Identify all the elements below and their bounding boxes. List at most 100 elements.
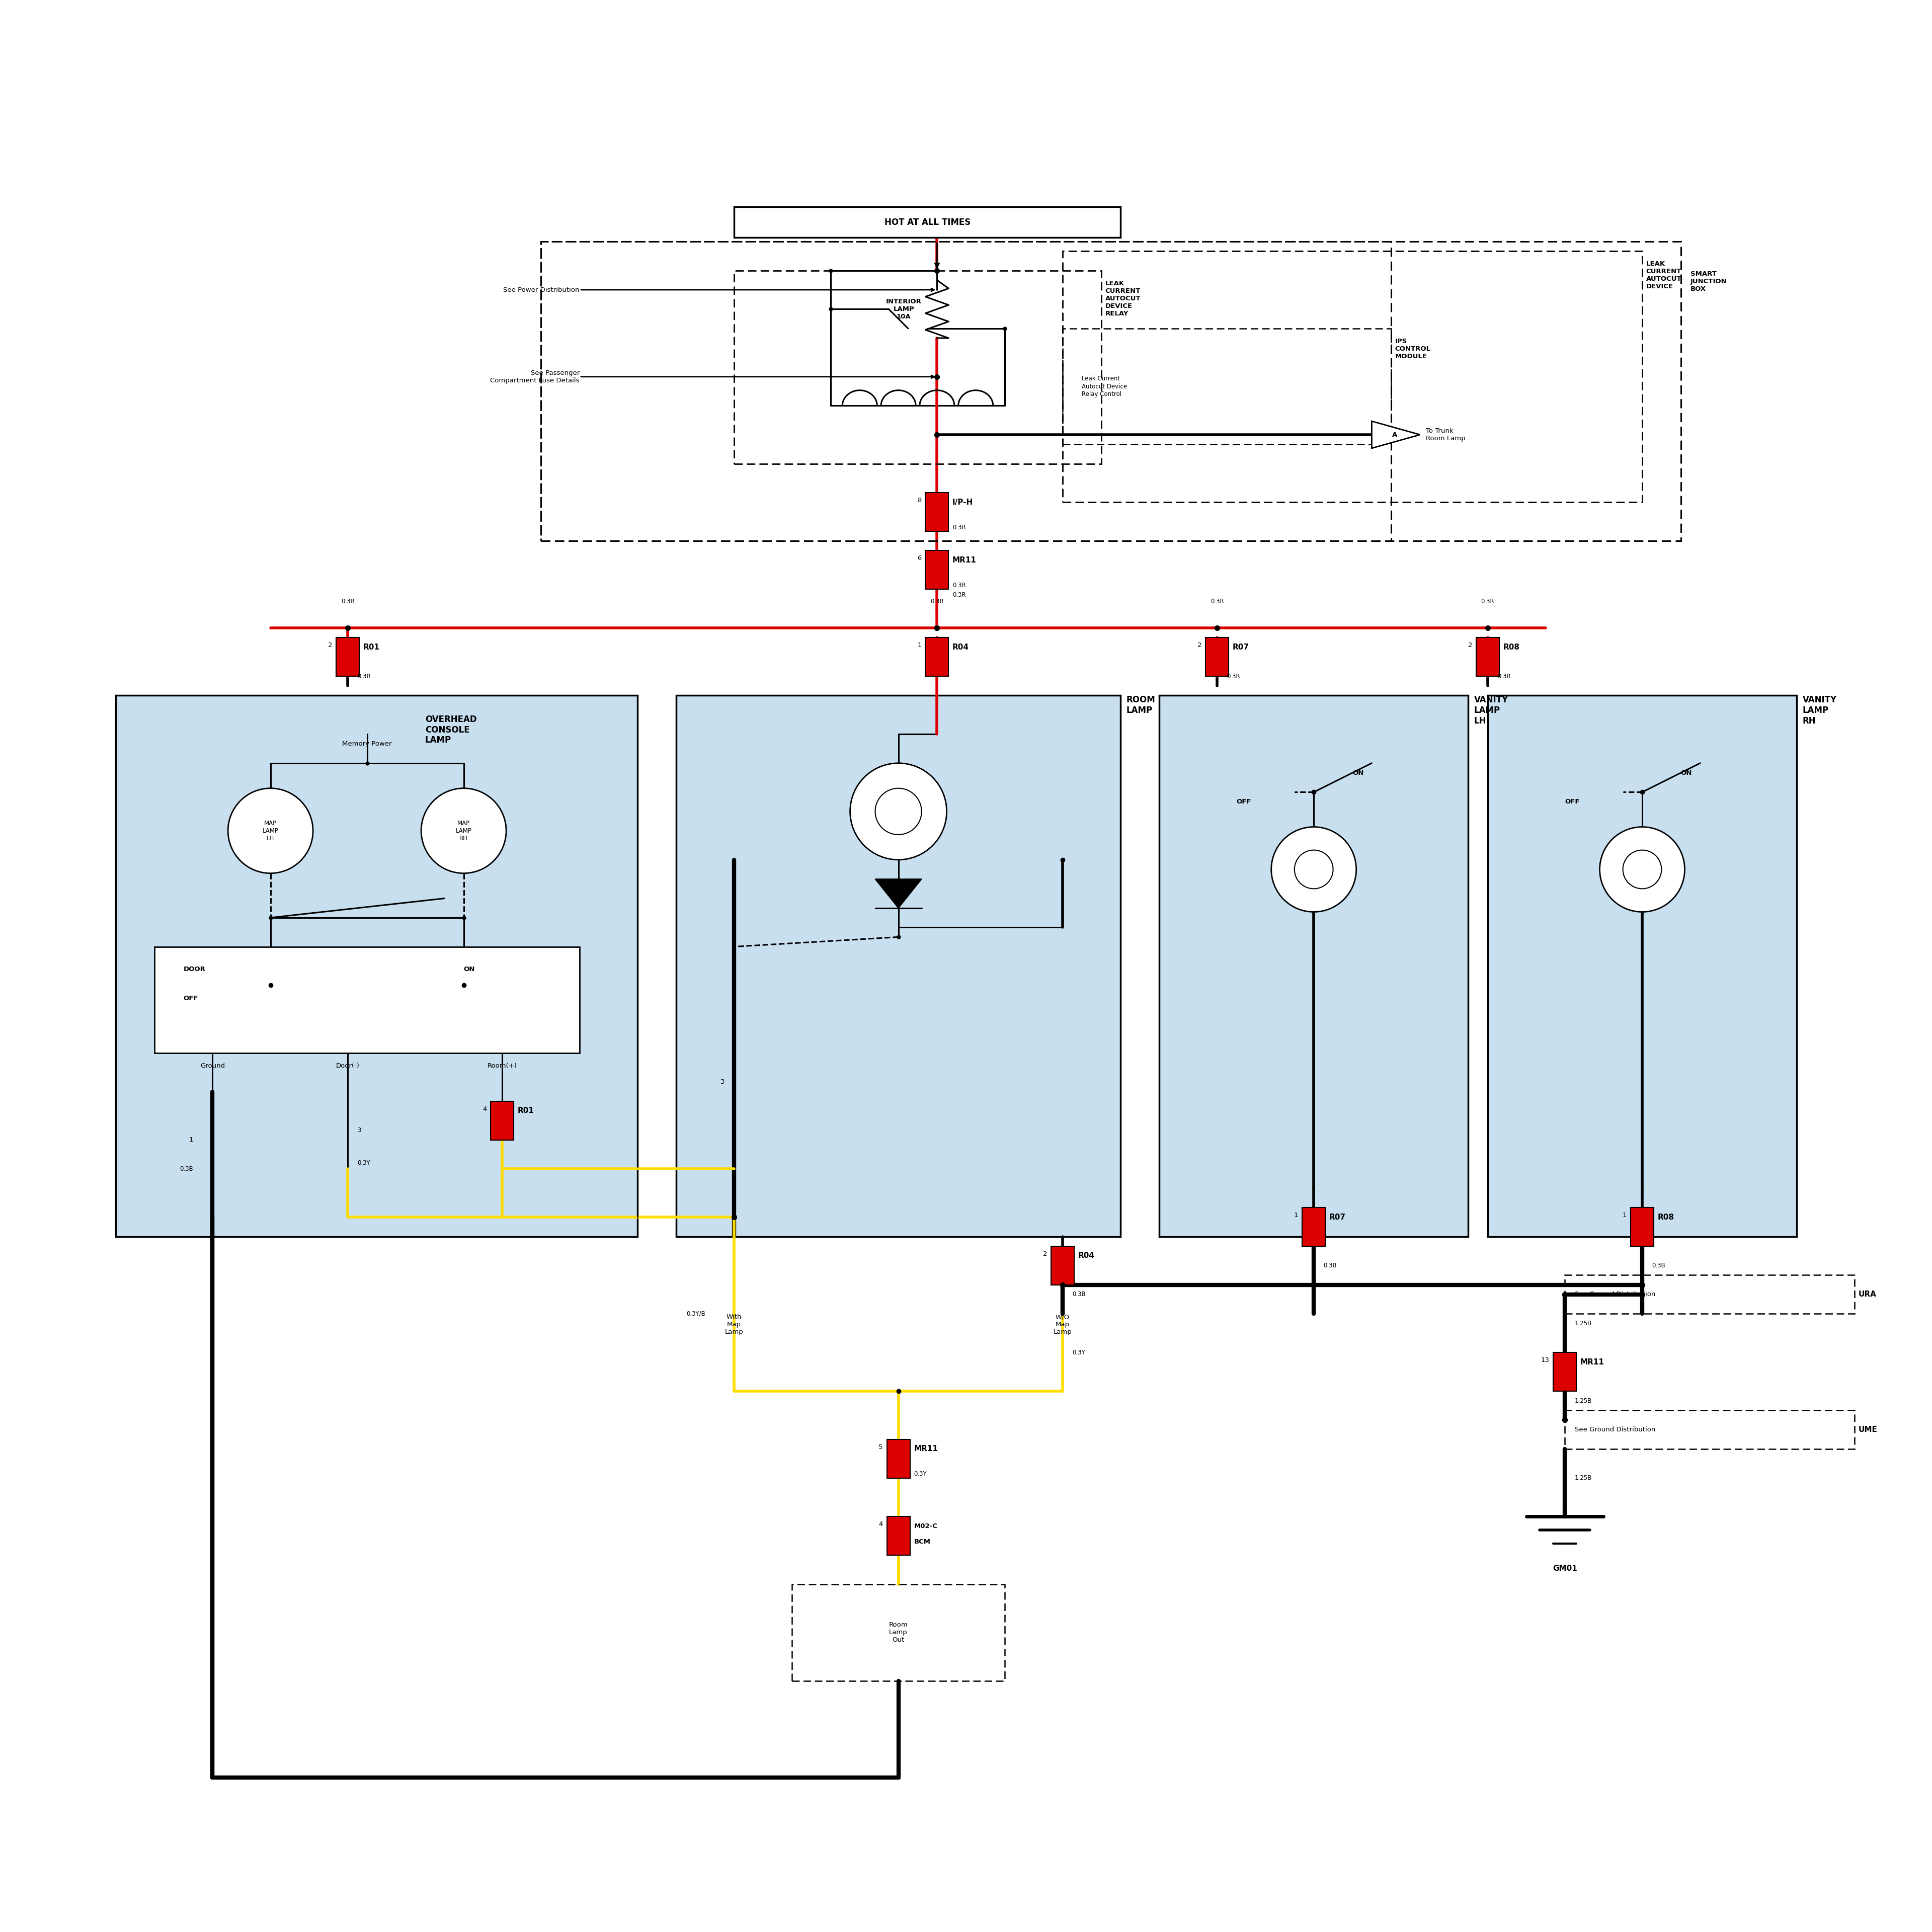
Circle shape	[1294, 850, 1333, 889]
Text: 1: 1	[1623, 1211, 1627, 1219]
Text: 0.3Y/B: 0.3Y/B	[686, 1310, 705, 1318]
Text: Leak Current
Autocut Device
Relay Control: Leak Current Autocut Device Relay Contro…	[1082, 375, 1126, 398]
Text: A: A	[1393, 431, 1397, 439]
Bar	[676, 696, 1121, 1236]
Text: R01: R01	[518, 1107, 535, 1115]
Bar	[1206, 638, 1229, 676]
Text: R08: R08	[1658, 1213, 1675, 1221]
Bar	[116, 696, 638, 1236]
Text: 2: 2	[1468, 641, 1472, 649]
Bar	[336, 638, 359, 676]
Text: OVERHEAD
CONSOLE
LAMP: OVERHEAD CONSOLE LAMP	[425, 715, 477, 746]
Text: See Power Distribution: See Power Distribution	[504, 286, 580, 294]
Text: OFF: OFF	[1236, 798, 1252, 806]
Text: 2: 2	[328, 641, 332, 649]
Circle shape	[1271, 827, 1356, 912]
Text: R08: R08	[1503, 643, 1520, 651]
Text: MAP
LAMP
RH: MAP LAMP RH	[456, 819, 471, 842]
Text: MAP
LAMP
LH: MAP LAMP LH	[263, 819, 278, 842]
Text: 0.3B: 0.3B	[1652, 1262, 1665, 1269]
Text: 4: 4	[483, 1105, 487, 1113]
Text: See Ground Distribution: See Ground Distribution	[1575, 1291, 1656, 1298]
Text: R07: R07	[1329, 1213, 1347, 1221]
Bar	[1159, 696, 1468, 1236]
Text: 0.3B: 0.3B	[1323, 1262, 1337, 1269]
Text: R07: R07	[1233, 643, 1250, 651]
Bar	[925, 638, 949, 676]
Text: Ground: Ground	[201, 1063, 224, 1068]
Text: R04: R04	[952, 643, 970, 651]
Text: 0.3R: 0.3R	[952, 591, 966, 599]
Circle shape	[1600, 827, 1685, 912]
Text: See Ground Distribution: See Ground Distribution	[1575, 1426, 1656, 1434]
Text: 0.3R: 0.3R	[1482, 599, 1493, 605]
Text: 1.25B: 1.25B	[1575, 1320, 1592, 1327]
Bar	[1631, 1208, 1654, 1246]
Text: URA: URA	[1859, 1291, 1876, 1298]
Text: ON: ON	[464, 966, 475, 972]
Text: 1.25B: 1.25B	[1575, 1397, 1592, 1405]
Text: 0.3Y: 0.3Y	[357, 1159, 371, 1167]
Text: IPS
CONTROL
MODULE: IPS CONTROL MODULE	[1395, 338, 1432, 359]
Text: DOOR: DOOR	[184, 966, 205, 972]
Polygon shape	[875, 879, 922, 908]
Bar	[1565, 1275, 1855, 1314]
Bar	[116, 696, 638, 1236]
Text: ROOM
LAMP: ROOM LAMP	[1126, 696, 1155, 715]
Text: See Passenger
Compartment Fuse Details: See Passenger Compartment Fuse Details	[491, 369, 580, 384]
Text: LEAK
CURRENT
AUTOCUT
DEVICE: LEAK CURRENT AUTOCUT DEVICE	[1646, 261, 1681, 290]
Bar	[1063, 251, 1642, 502]
Text: MR11: MR11	[914, 1445, 937, 1453]
Text: LEAK
CURRENT
AUTOCUT
DEVICE
RELAY: LEAK CURRENT AUTOCUT DEVICE RELAY	[1105, 280, 1140, 317]
Text: OFF: OFF	[1565, 798, 1580, 806]
Circle shape	[228, 788, 313, 873]
Text: 13: 13	[1542, 1356, 1549, 1364]
Text: 0.3R: 0.3R	[952, 524, 966, 531]
Text: 5: 5	[879, 1443, 883, 1451]
Text: 0.3R: 0.3R	[357, 672, 371, 680]
Text: 1: 1	[189, 1136, 193, 1144]
Bar	[1051, 1246, 1074, 1285]
Text: 0.3R: 0.3R	[952, 582, 966, 589]
Text: VANITY
LAMP
LH: VANITY LAMP LH	[1474, 696, 1509, 726]
Text: VANITY
LAMP
RH: VANITY LAMP RH	[1803, 696, 1837, 726]
Text: GM01: GM01	[1553, 1565, 1577, 1573]
Text: R04: R04	[1078, 1252, 1095, 1260]
Text: W/O
Map
Lamp: W/O Map Lamp	[1053, 1314, 1072, 1335]
Text: 2: 2	[1043, 1250, 1047, 1258]
Text: INTERIOR
LAMP
10A: INTERIOR LAMP 10A	[887, 298, 922, 321]
Text: M02-C: M02-C	[914, 1522, 937, 1530]
Text: 3: 3	[721, 1078, 725, 1086]
Text: I/P-H: I/P-H	[952, 498, 974, 506]
Text: Room
Lamp
Out: Room Lamp Out	[889, 1621, 908, 1644]
Polygon shape	[1372, 421, 1420, 448]
Bar	[792, 1584, 1005, 1681]
Bar	[541, 242, 1681, 541]
Text: R01: R01	[363, 643, 381, 651]
Bar	[1302, 1208, 1325, 1246]
Text: 1: 1	[1294, 1211, 1298, 1219]
Text: 0.3B: 0.3B	[1072, 1291, 1086, 1298]
Bar	[1565, 1410, 1855, 1449]
Text: ON: ON	[1352, 769, 1364, 777]
Bar	[541, 242, 1391, 541]
Text: 4: 4	[879, 1520, 883, 1528]
Bar	[1476, 638, 1499, 676]
Bar	[887, 1517, 910, 1555]
Text: 0.3B: 0.3B	[180, 1165, 193, 1173]
Text: Memory Power: Memory Power	[342, 740, 392, 748]
Bar	[734, 207, 1121, 238]
Text: Door(-): Door(-)	[336, 1063, 359, 1068]
Bar	[1553, 1352, 1577, 1391]
Bar	[155, 947, 580, 1053]
Text: Room(+): Room(+)	[487, 1063, 518, 1068]
Circle shape	[1623, 850, 1662, 889]
Text: 1: 1	[918, 641, 922, 649]
Text: UME: UME	[1859, 1426, 1878, 1434]
Text: MR11: MR11	[1580, 1358, 1604, 1366]
Text: 0.3R: 0.3R	[342, 599, 354, 605]
Text: HOT AT ALL TIMES: HOT AT ALL TIMES	[885, 218, 970, 226]
Circle shape	[421, 788, 506, 873]
Text: OFF: OFF	[184, 995, 199, 1001]
Bar	[1063, 328, 1391, 444]
